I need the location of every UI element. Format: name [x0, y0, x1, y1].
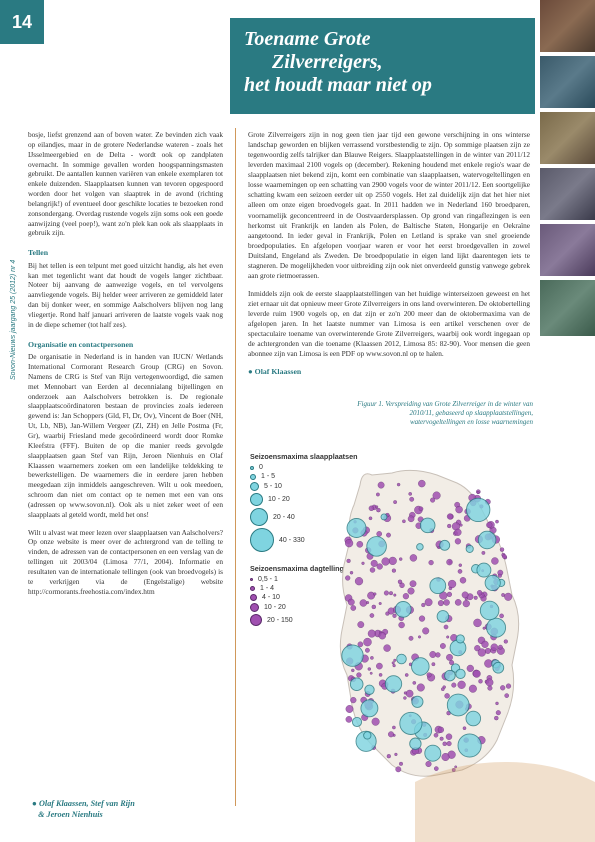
legend-circle: [250, 578, 253, 581]
legend-label: 0: [259, 464, 263, 471]
thumbnail: [540, 112, 595, 164]
legend-label: 5 - 10: [264, 483, 282, 490]
right-column: Grote Zilverreigers zijn in nog geen tie…: [248, 130, 530, 378]
thumbnail: [540, 56, 595, 108]
legend-label: 40 - 330: [279, 537, 305, 544]
legend-circle: [250, 614, 262, 626]
vertical-divider: [235, 128, 236, 806]
legend-label: 1 - 4: [260, 585, 274, 592]
legend-label: 0,5 - 1: [258, 576, 278, 583]
body-text: Inmiddels zijn ook de eerste slaapplaats…: [248, 289, 530, 359]
article-title-band: Toename Grote Zilverreigers, het houdt m…: [230, 18, 535, 114]
legend-circle: [250, 586, 255, 591]
thumbnail: [540, 224, 595, 276]
body-text: Bij het tellen is een telpunt met goed u…: [28, 261, 223, 330]
left-column: bosje, liefst grenzend aan of boven wate…: [28, 130, 223, 598]
body-text: Wilt u alvast wat meer lezen over slaapp…: [28, 528, 223, 597]
footer-authors: ● Olaf Klaassen, Stef van Rijn & Jeroen …: [32, 798, 135, 820]
legend-label: 10 - 20: [264, 604, 286, 611]
legend-label: 20 - 150: [267, 617, 293, 624]
subheading-organisatie: Organisatie en contactpersonen: [28, 340, 223, 351]
legend-circle: [250, 493, 263, 506]
legend-circle: [250, 603, 259, 612]
legend-circle: [250, 474, 256, 480]
title-line1: Toename Grote: [244, 28, 370, 50]
title-line2: Zilverreigers,: [244, 51, 383, 73]
body-text: bosje, liefst grenzend aan of boven wate…: [28, 130, 223, 238]
legend-circle: [250, 528, 274, 552]
legend-label: 1 - 5: [261, 473, 275, 480]
thumbnail: [540, 168, 595, 220]
legend-label: 4 - 10: [262, 594, 280, 601]
margin-publication-label: Sovon-Nieuws jaargang 25 (2012) nr 4: [10, 260, 17, 380]
legend-circle: [250, 508, 268, 526]
legend-circle: [250, 482, 259, 491]
thumbnail: [540, 280, 595, 336]
author-byline: ● Olaf Klaassen: [248, 367, 530, 378]
thumbnail: [540, 0, 595, 52]
body-text: De organisatie in Nederland is in handen…: [28, 352, 223, 519]
photo-thumbnail-strip: [540, 0, 595, 360]
legend-label: 20 - 40: [273, 514, 295, 521]
legend-circle: [250, 594, 257, 601]
decorative-corner: [415, 752, 595, 842]
subheading-tellen: Tellen: [28, 248, 223, 259]
legend-label: 10 - 20: [268, 496, 290, 503]
figure-caption: Figuur 1. Verspreiding van Grote Zilverr…: [353, 400, 533, 427]
legend-circle: [250, 466, 254, 470]
title-line3: het houdt maar niet op: [244, 74, 432, 96]
distribution-map: [312, 445, 537, 805]
body-text: Grote Zilverreigers zijn in nog geen tie…: [248, 130, 530, 281]
page-number: 14: [0, 0, 44, 44]
